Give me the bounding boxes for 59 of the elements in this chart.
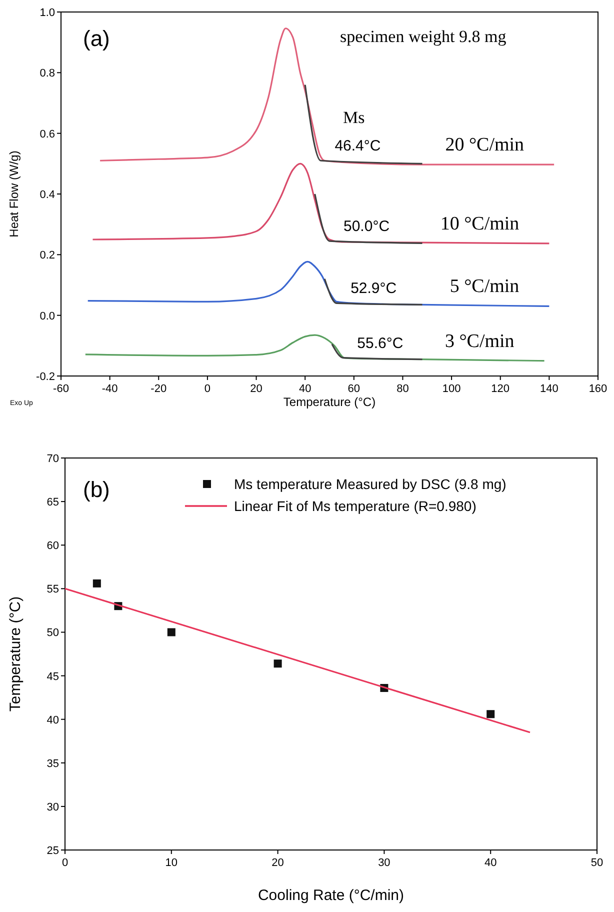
x-tick-label: 160 (588, 383, 608, 395)
x-axis-title: Cooling Rate (°C/min) (258, 887, 404, 904)
x-tick-label: 80 (396, 383, 409, 395)
line-series (92, 162, 550, 244)
x-tick-label: 0 (62, 857, 68, 869)
x-tick-label: 0 (204, 383, 211, 395)
x-tick-label: 100 (442, 383, 461, 395)
annotation: 46.4°C (334, 138, 381, 155)
x-tick-label: -40 (102, 383, 118, 395)
point (167, 628, 176, 636)
annotation: (a) (83, 26, 110, 51)
y-tick-label: 0.2 (40, 250, 55, 262)
y-tick-label: 60 (46, 540, 59, 552)
annotation: specimen weight 9.8 mg (340, 27, 507, 46)
series-label: 10 °C/min (440, 213, 520, 234)
x-tick-label: 30 (378, 857, 390, 869)
x-tick-label: 20 (250, 383, 262, 395)
x-tick-label: 40 (298, 383, 312, 395)
legend-label: Linear Fit of Ms temperature (R=0.980) (234, 498, 476, 514)
x-axis-title: Temperature (°C) (283, 395, 376, 409)
y-tick-label: 55 (46, 584, 59, 596)
series-label: 5 °C/min (450, 276, 520, 298)
point (486, 710, 495, 718)
y-tick-label: 25 (46, 845, 59, 857)
x-tick-label: 20 (272, 857, 284, 869)
x-tick-label: -20 (150, 383, 167, 395)
point (274, 660, 282, 668)
series-label: 3 °C/min (444, 330, 515, 352)
y-tick-label: 50 (46, 627, 59, 640)
y-tick-label: 40 (46, 714, 59, 726)
x-tick-label: 50 (590, 857, 604, 869)
annotation: 50.0°C (344, 218, 390, 236)
y-axis-title: Heat Flow (W/g) (7, 150, 21, 238)
y-tick-label: 65 (46, 496, 59, 509)
y-tick-label: 0.6 (40, 128, 55, 140)
y-tick-label: 45 (46, 670, 59, 683)
x-tick-label: 140 (540, 383, 558, 395)
x-tick-label: 120 (491, 383, 510, 395)
x-tick-label: -60 (53, 383, 69, 395)
y-tick-label: 1.0 (40, 7, 55, 19)
y-tick-label: 70 (46, 453, 59, 465)
annotation: Ms (343, 108, 365, 127)
line-series (87, 260, 550, 308)
legend-label: Ms temperature Measured by DSC (9.8 mg) (234, 476, 506, 492)
annotation: 55.6°C (357, 334, 404, 352)
y-tick-label: -0.2 (36, 371, 55, 383)
x-tick-label: 10 (165, 857, 178, 869)
x-tick-label: 40 (484, 857, 497, 869)
x-tick-label: 60 (348, 383, 360, 395)
y-axis-title: Temperature (°C) (7, 596, 24, 712)
y-tick-label: 0.4 (40, 189, 55, 201)
y-tick-label: 30 (46, 801, 59, 814)
annotation: (b) (83, 477, 110, 502)
y-tick-label: 0.0 (40, 310, 55, 322)
series-label: 20 °C/min (445, 134, 525, 156)
y-tick-label: 35 (46, 758, 59, 770)
annotation: 52.9°C (350, 280, 397, 298)
y-tick-label: 0.8 (40, 68, 55, 80)
point (92, 579, 101, 588)
